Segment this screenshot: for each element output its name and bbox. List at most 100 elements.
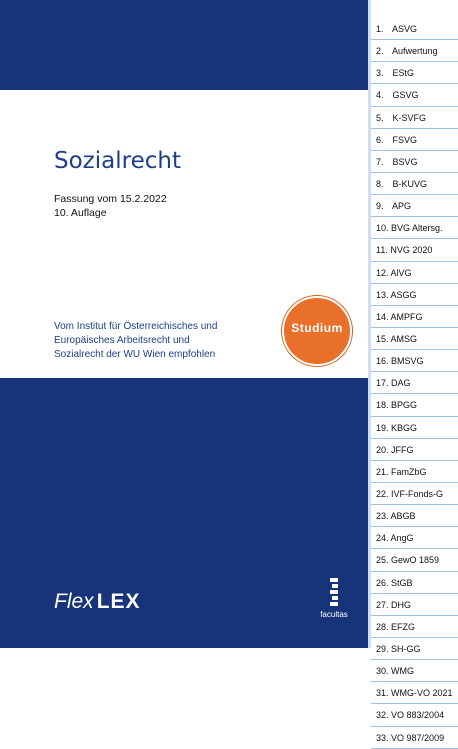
tab-number: 3. <box>376 68 384 79</box>
tab-item[interactable]: 19. KBGG <box>371 417 458 439</box>
tab-number: 31. <box>376 688 389 699</box>
tab-label: BPGG <box>391 400 418 411</box>
tab-number: 12. <box>376 267 389 278</box>
tab-label: DHG <box>391 599 412 610</box>
tab-item[interactable]: 23. ABGB <box>371 505 458 528</box>
tab-item[interactable]: 20. JFFG <box>371 439 458 461</box>
tab-number: 4. <box>376 90 384 101</box>
tab-number: 9. <box>376 201 384 212</box>
tab-label: VO 883/2004 <box>391 710 445 721</box>
tab-number: 13. <box>376 289 389 300</box>
recommendation-line: Vom Institut für Österreichisches und <box>54 321 218 332</box>
tab-item[interactable]: 30. WMG <box>371 660 458 683</box>
tab-label: APG <box>392 201 412 212</box>
book-cover: Sozialrecht Fassung vom 15.2.2022 10. Au… <box>0 0 371 648</box>
tab-label: IVF-Fonds-G <box>391 488 444 499</box>
edition-number: 10. Auflage <box>54 207 107 219</box>
tab-label: AngG <box>390 533 414 544</box>
tab-item[interactable]: 2. Aufwertung <box>371 40 458 63</box>
tab-label: KBGG <box>391 422 418 433</box>
tab-number: 11. <box>376 245 388 256</box>
tab-item[interactable]: 27. DHG <box>371 594 458 616</box>
tab-item[interactable]: 28. EFZG <box>371 616 458 638</box>
tab-item[interactable]: 3. EStG <box>371 62 458 85</box>
tab-item[interactable]: 7. BSVG <box>371 151 458 173</box>
tab-item[interactable]: 9. APG <box>371 195 458 218</box>
tab-item[interactable]: 18. BPGG <box>371 394 458 417</box>
tab-label: GewO 1859 <box>391 555 440 566</box>
tab-item[interactable]: 8. B-KUVG <box>371 173 458 196</box>
publisher-logo: facultas <box>314 578 354 626</box>
tab-number: 7. <box>376 156 384 167</box>
tab-number: 2. <box>376 46 384 57</box>
tab-item[interactable]: 5. K-SVFG <box>371 107 458 129</box>
book-title: Sozialrecht <box>54 148 181 174</box>
tab-label: EFZG <box>391 621 416 632</box>
tab-label: Aufwertung <box>392 46 438 57</box>
tab-number: 20. <box>376 444 389 455</box>
tab-label: EStG <box>392 68 415 79</box>
tab-item[interactable]: 31. WMG-VO 2021 <box>371 682 458 705</box>
tab-number: 23. <box>376 511 389 522</box>
tab-item[interactable]: 14. AMPFG <box>371 306 458 328</box>
tab-item[interactable]: 12. AlVG <box>371 262 458 284</box>
tab-item[interactable]: 1. ASVG <box>371 18 458 41</box>
tab-edge <box>368 0 371 648</box>
tab-item[interactable]: 10. BVG Altersg. <box>371 217 458 240</box>
tab-number: 24. <box>376 533 389 544</box>
tab-label: VO 987/2009 <box>391 732 445 743</box>
tab-item[interactable]: 15. AMSG <box>371 328 458 351</box>
flexlex-logo-lex: LEX <box>96 590 141 613</box>
tab-label: AlVG <box>390 267 412 278</box>
tab-number: 1. <box>376 24 384 34</box>
publisher-name: facultas <box>320 610 348 619</box>
tab-label: BMSVG <box>391 356 424 367</box>
tab-number: 18. <box>376 400 389 411</box>
tab-label: SH-GG <box>391 643 421 654</box>
tab-label: WMG-VO 2021 <box>391 688 453 699</box>
tab-label: BVG Altersg. <box>391 223 443 234</box>
tab-number: 5. <box>376 112 384 123</box>
tab-number: 29. <box>376 643 389 654</box>
tab-item[interactable]: 16. BMSVG <box>371 350 458 373</box>
tab-item[interactable]: 26. StGB <box>371 572 458 594</box>
tab-label: ASVG <box>392 24 418 34</box>
facultas-icon <box>330 578 338 606</box>
tab-item[interactable]: 4. GSVG <box>371 84 458 107</box>
tab-number: 32. <box>376 710 389 721</box>
tab-number: 17. <box>376 378 389 389</box>
studium-badge-label: Studium <box>291 321 343 335</box>
tab-item[interactable]: 17. DAG <box>371 372 458 395</box>
tab-item[interactable]: 22. IVF-Fonds-G <box>371 483 458 506</box>
tab-number: 15. <box>376 333 389 344</box>
tab-number: 16. <box>376 356 389 367</box>
tab-item[interactable]: 24. AngG <box>371 527 458 550</box>
tab-label: BSVG <box>392 156 418 167</box>
tab-item[interactable]: 25. GewO 1859 <box>371 549 458 572</box>
tab-label: FamZbG <box>391 466 427 477</box>
tab-item[interactable]: 11. NVG 2020 <box>371 239 458 262</box>
tab-label: FSVG <box>392 134 418 145</box>
tab-label: DAG <box>391 378 411 389</box>
tab-item[interactable]: 6. FSVG <box>371 129 458 151</box>
tab-number: 6. <box>376 134 384 145</box>
tab-label: StGB <box>391 577 413 588</box>
flexlex-logo-flex: Flex <box>54 590 94 613</box>
edition-date: Fassung vom 15.2.2022 <box>54 193 167 205</box>
tab-label: GSVG <box>392 90 419 101</box>
tab-number: 10. <box>376 223 389 234</box>
tab-item[interactable]: 13. ASGG <box>371 284 458 306</box>
tab-label: NVG 2020 <box>390 245 433 256</box>
tab-item[interactable]: 29. SH-GG <box>371 638 458 661</box>
tab-item[interactable]: 21. FamZbG <box>371 461 458 483</box>
tab-number: 22. <box>376 488 389 499</box>
tab-item[interactable]: 32. VO 883/2004 <box>371 704 458 727</box>
tab-number: 19. <box>376 422 389 433</box>
recommendation-line: Sozialrecht der WU Wien empfohlen <box>54 349 216 360</box>
tab-number: 8. <box>376 178 384 189</box>
tab-number: 14. <box>376 311 389 322</box>
tab-item[interactable]: 33. VO 987/2009 <box>371 727 458 749</box>
tab-number: 27. <box>376 599 389 610</box>
studium-badge: Studium <box>282 296 352 366</box>
tab-number: 21. <box>376 466 389 477</box>
